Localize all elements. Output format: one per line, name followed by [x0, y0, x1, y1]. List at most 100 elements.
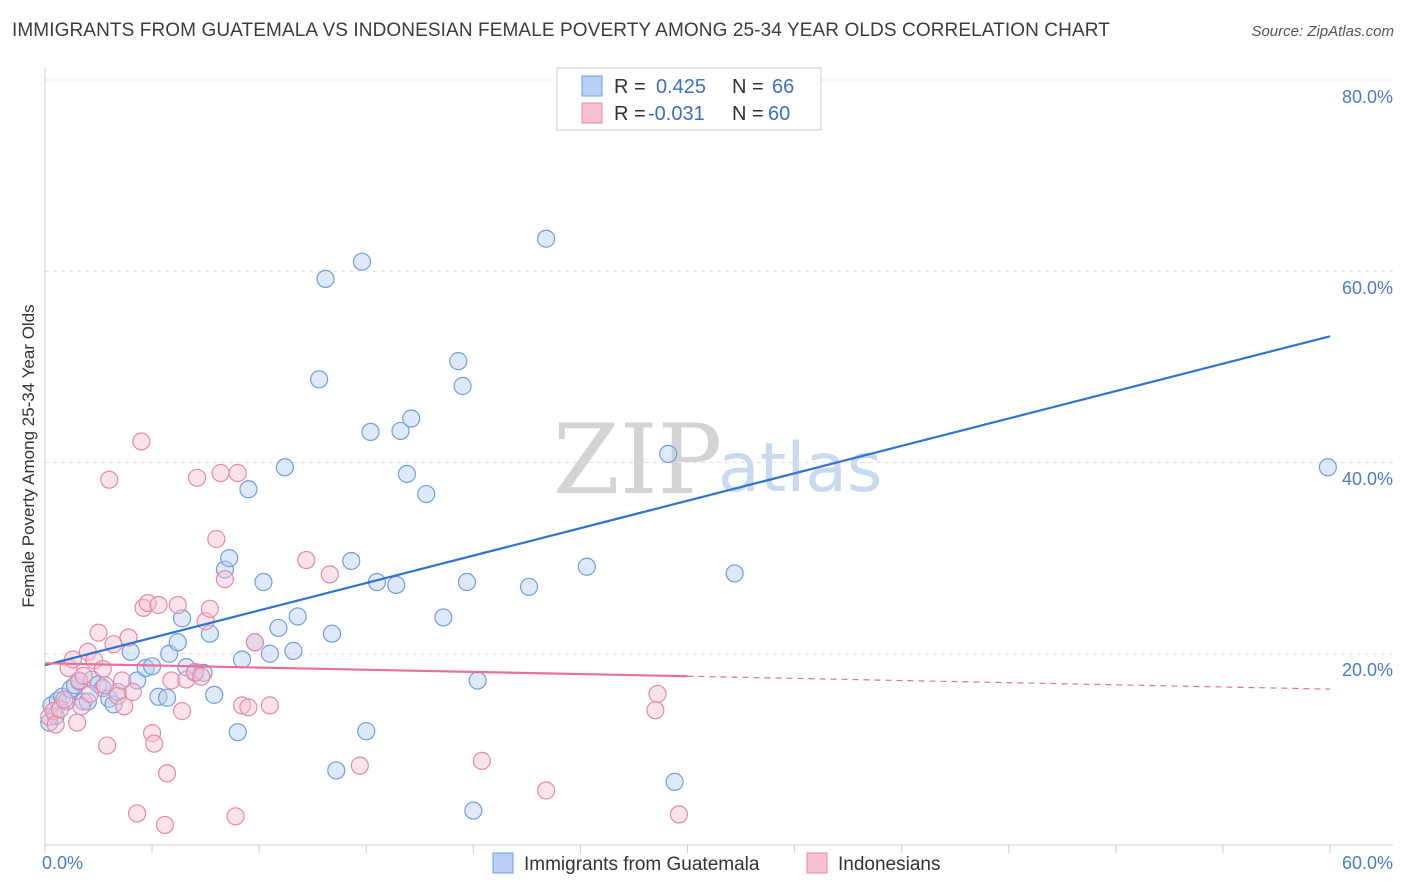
y-tick-label: 80.0% [1342, 87, 1393, 107]
indonesian-point [472, 751, 491, 770]
source-credit: Source: ZipAtlas.com [1251, 23, 1394, 40]
indonesian-point [232, 696, 252, 715]
indonesian-point [100, 470, 119, 489]
guatemala-point [288, 607, 307, 626]
legend-swatch-blue [581, 75, 603, 97]
indonesian-point [350, 756, 369, 775]
guatemala-point [537, 229, 556, 248]
y-axis-label: Female Poverty Among 25-34 Year Olds [19, 304, 38, 607]
indonesian-point [132, 432, 151, 451]
indonesian-point [74, 666, 93, 685]
indonesian-point [260, 696, 279, 715]
indonesian-point [149, 595, 168, 615]
legend-r-value: -0.031 [648, 103, 705, 125]
indonesian-point [112, 671, 132, 690]
grid-lines [45, 79, 1393, 655]
chart-title: IMMIGRANTS FROM GUATEMALA VS INDONESIAN … [12, 20, 1110, 41]
guatemala-point [577, 557, 596, 576]
guatemala-point [157, 688, 177, 707]
indonesian-point [168, 595, 187, 615]
indonesian-point [320, 565, 339, 584]
guatemala-point [275, 458, 294, 477]
guatemala-point [1318, 458, 1337, 477]
indonesian-point [669, 805, 689, 824]
guatemala-point [232, 650, 252, 669]
guatemala-point [468, 671, 487, 690]
series-legend-swatch-pink [806, 852, 828, 874]
indonesian-point [89, 623, 108, 642]
guatemala-point [205, 685, 224, 704]
guatemala-point [327, 761, 346, 780]
guatemala-point [269, 618, 288, 638]
guatemala-point [397, 464, 417, 484]
guatemala-point [228, 723, 247, 742]
indonesian-point [226, 807, 245, 826]
guatemala-point [284, 641, 303, 660]
x-tick-label-max: 60.0% [1342, 853, 1393, 873]
guatemala-point [725, 564, 744, 583]
indonesian-point [115, 697, 134, 716]
guatemala-point [449, 352, 468, 371]
indonesian-point [95, 676, 115, 695]
guatemala-point [402, 409, 421, 428]
legend-r-label: R = [614, 103, 646, 125]
trend-line-blue [44, 335, 1331, 667]
guatemala-point [391, 421, 410, 441]
indonesian-point [297, 550, 316, 570]
trend-line-pink-extrapolated [687, 675, 1331, 690]
trend-line-pink [44, 662, 688, 678]
indonesian-point [245, 633, 264, 652]
indonesian-point [228, 463, 247, 483]
guatemala-point [457, 572, 477, 592]
indonesian-point [93, 659, 112, 679]
indonesian-point [172, 702, 192, 721]
guatemala-point [316, 269, 335, 288]
guatemala-point [127, 671, 147, 690]
legend-swatch-pink [581, 102, 603, 124]
indonesian-point [123, 682, 142, 702]
trend-lines [44, 335, 1331, 690]
watermark-atlas: atlas [718, 429, 882, 508]
indonesian-point [155, 815, 175, 835]
indonesian-point [192, 667, 211, 686]
series-legend-swatch-blue [492, 852, 514, 874]
guatemala-point [136, 658, 155, 678]
x-tick-marks [44, 845, 1331, 853]
indonesian-point [537, 781, 556, 800]
guatemala-point [220, 549, 239, 568]
indonesian-point [157, 764, 177, 783]
guatemala-point [387, 575, 406, 595]
guatemala-point [453, 376, 472, 396]
legend-r-value: 0.425 [656, 76, 706, 98]
y-tick-labels: 20.0% 40.0% 60.0% 80.0% [1342, 87, 1393, 680]
legend-n-label: N = [732, 76, 764, 98]
indonesian-point [98, 736, 117, 755]
guatemala-point [519, 577, 539, 596]
indonesian-point [648, 684, 667, 704]
guatemala-point [254, 572, 273, 592]
stats-legend: R = 0.425 N = 66 R = -0.031 N = 60 [556, 67, 822, 131]
y-tick-label: 60.0% [1342, 278, 1393, 298]
indonesian-point [72, 697, 91, 716]
guatemala-point [260, 644, 279, 663]
x-tick-label-min: 0.0% [42, 853, 83, 873]
guatemala-point [342, 551, 361, 571]
indonesian-point [127, 804, 147, 823]
indonesian-point [50, 700, 70, 719]
legend-n-value: 60 [768, 103, 790, 125]
guatemala-point [215, 560, 234, 579]
indonesian-point [207, 529, 226, 549]
indonesian-point [44, 702, 63, 721]
indonesian-point [239, 698, 258, 717]
guatemala-point [322, 624, 342, 643]
series-legend-label: Immigrants from Guatemala [524, 854, 760, 875]
guatemala-point [361, 422, 380, 441]
indonesian-point [162, 671, 181, 690]
indonesian-point [200, 599, 220, 618]
indonesian-point [211, 463, 230, 483]
indonesian-point [68, 713, 87, 732]
guatemala-point [417, 484, 436, 504]
y-tick-label: 20.0% [1342, 660, 1393, 680]
guatemala-point [168, 633, 187, 652]
